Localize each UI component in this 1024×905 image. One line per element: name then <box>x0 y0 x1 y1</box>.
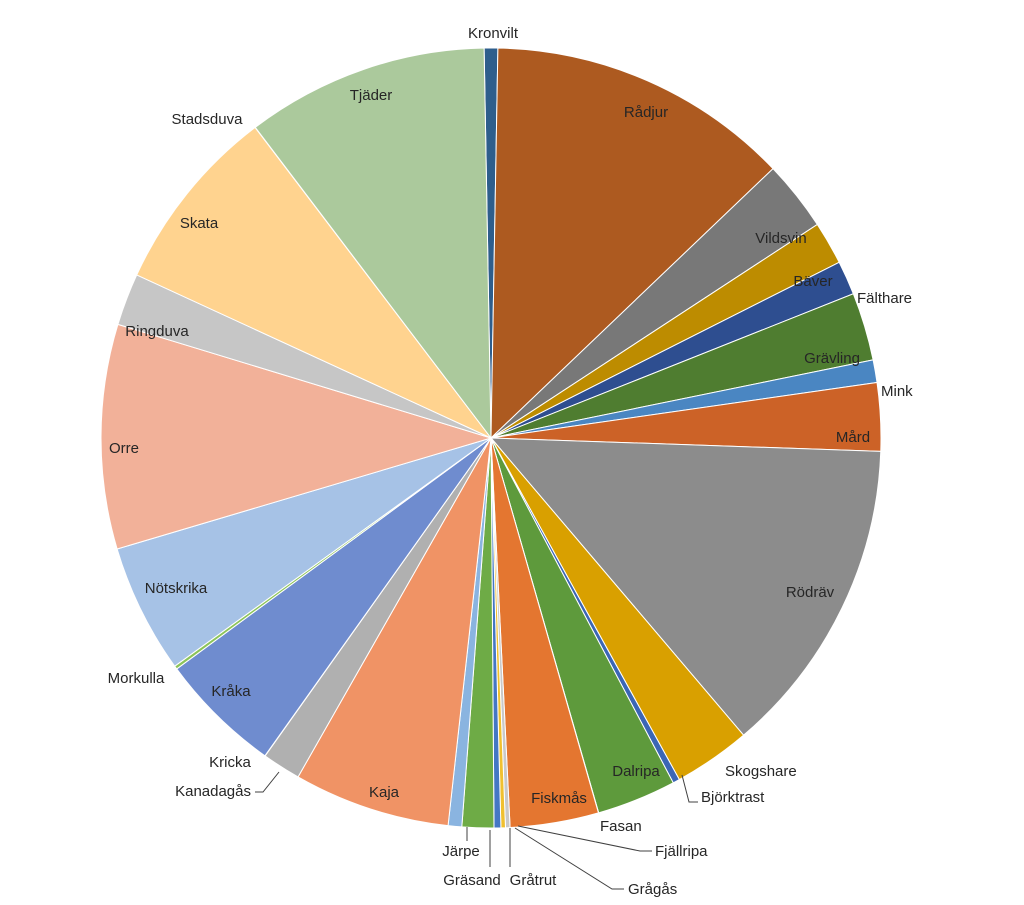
slice-label-kanadagås: Kanadagås <box>175 783 251 800</box>
slice-label-skogshare: Skogshare <box>725 763 797 780</box>
slice-label-gräsand: Gräsand <box>443 872 501 889</box>
slice-label-kricka: Kricka <box>209 754 251 771</box>
slice-label-bäver: Bäver <box>793 273 832 290</box>
slice-label-fjällripa: Fjällripa <box>655 843 708 860</box>
pie-slice-tjäder <box>254 47 492 440</box>
slice-label-mink: Mink <box>881 383 913 400</box>
pie-slice-kaja <box>297 437 492 827</box>
slice-label-grävling: Grävling <box>804 350 860 367</box>
slice-label-stadsduva: Stadsduva <box>172 111 244 128</box>
leader-lines <box>255 771 698 890</box>
leader-line-björktrast <box>681 774 698 803</box>
slice-label-skata: Skata <box>180 215 219 232</box>
slice-label-kronvilt: Kronvilt <box>468 25 519 42</box>
slice-label-orre: Orre <box>109 440 139 457</box>
pie-slice-rödräv <box>489 437 882 736</box>
slice-label-ringduva: Ringduva <box>125 323 189 340</box>
slice-label-björktrast: Björktrast <box>701 789 765 806</box>
slice-label-järpe: Järpe <box>442 843 480 860</box>
slice-label-mård: Mård <box>836 429 870 446</box>
slice-label-dalripa: Dalripa <box>612 763 660 780</box>
pie-slice-rådjur <box>490 47 774 440</box>
slice-label-fiskmås: Fiskmås <box>531 790 587 807</box>
slice-label-rådjur: Rådjur <box>624 104 668 121</box>
slice-label-kråka: Kråka <box>211 683 251 700</box>
slice-label-grågås: Grågås <box>628 881 677 898</box>
slice-label-rödräv: Rödräv <box>786 584 835 601</box>
leader-line-fjällripa <box>517 825 652 852</box>
slice-label-nötskrika: Nötskrika <box>145 580 208 597</box>
pie-slice-orre <box>100 323 493 550</box>
slice-label-fälthare: Fälthare <box>857 290 912 307</box>
slice-label-tjäder: Tjäder <box>350 87 393 104</box>
slice-label-kaja: Kaja <box>369 784 400 801</box>
slice-labels: Kronvilt Rådjur Vildsvin Bäver Fälthare Grävl… <box>108 25 914 898</box>
pie-slices <box>100 47 882 829</box>
slice-label-gråtrut: Gråtrut <box>510 872 558 889</box>
slice-label-fasan: Fasan <box>600 818 642 835</box>
slice-label-vildsvin: Vildsvin <box>755 230 806 247</box>
leader-line-kanadagås <box>255 771 280 793</box>
pie-slice-skata <box>136 126 492 439</box>
leader-line-grågås <box>514 827 624 890</box>
slice-label-morkulla: Morkulla <box>108 670 165 687</box>
